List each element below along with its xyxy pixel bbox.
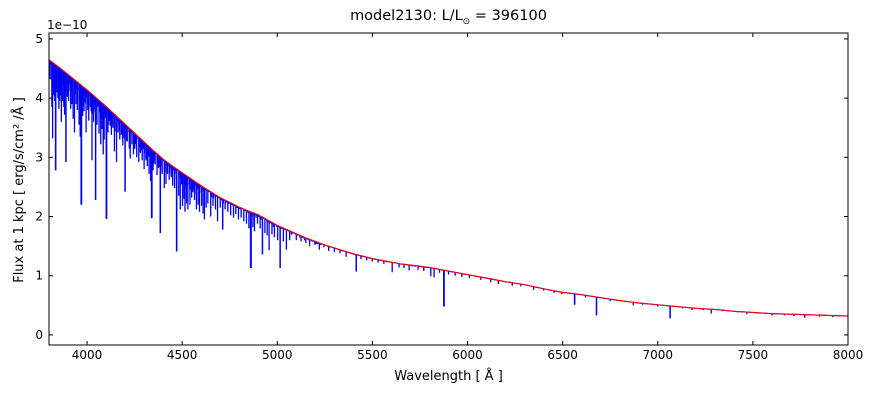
x-tick-label: 4000 — [72, 348, 103, 362]
y-tick-label: 3 — [35, 150, 43, 164]
x-tick-label: 5500 — [357, 348, 388, 362]
plot-frame — [48, 32, 849, 346]
x-axis-label: Wavelength [ Å ] — [394, 369, 503, 384]
chart-title: model2130: L/L⊙ = 396100 — [49, 8, 848, 27]
x-tick-label: 6500 — [547, 348, 578, 362]
x-tick-label: 8000 — [833, 348, 864, 362]
x-tick-label: 6000 — [452, 348, 483, 362]
y-axis-offset-label: 1e−10 — [47, 18, 88, 32]
x-tick-label: 7000 — [642, 348, 673, 362]
chart-title-suffix: = 396100 — [470, 8, 547, 24]
x-tick-label: 4500 — [167, 348, 198, 362]
y-tick-label: 0 — [35, 328, 43, 342]
x-tick-label: 5000 — [262, 348, 293, 362]
y-tick-label: 4 — [35, 91, 43, 105]
sun-symbol: ⊙ — [462, 16, 471, 27]
continuum-curve — [48, 59, 849, 317]
y-tick-label: 5 — [35, 32, 43, 46]
x-tick-label: 7500 — [738, 348, 769, 362]
chart-title-prefix: model2130: L/L — [350, 8, 463, 24]
y-tick-label: 1 — [35, 269, 43, 283]
y-tick-label: 2 — [35, 210, 43, 224]
